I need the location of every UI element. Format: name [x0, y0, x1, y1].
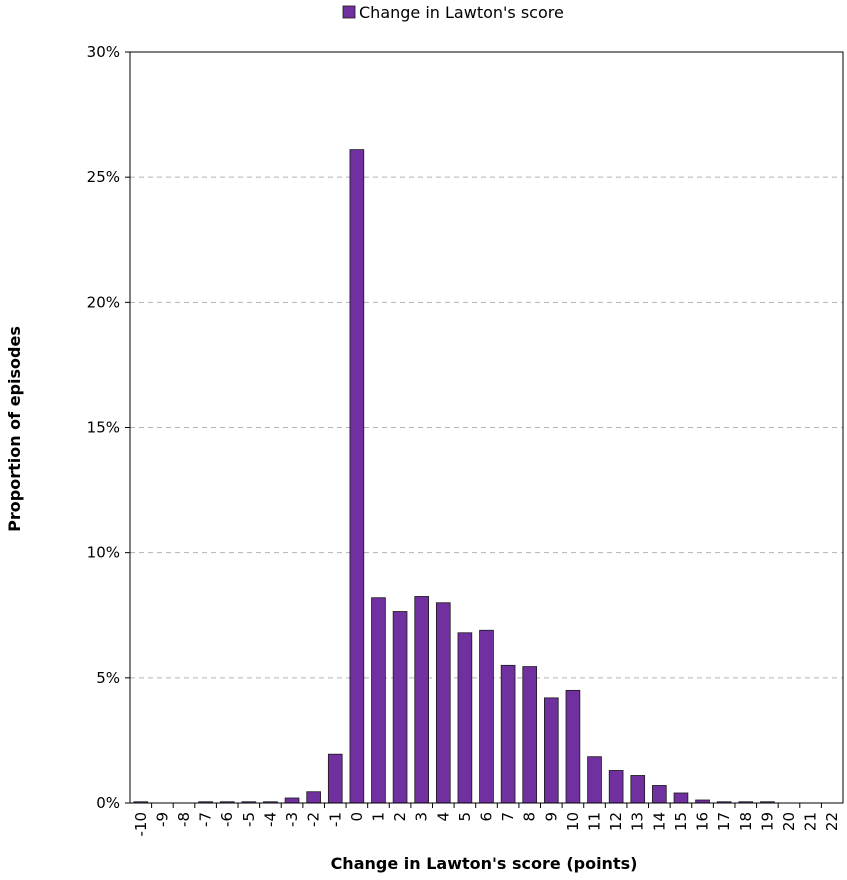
bar: [500, 664, 516, 804]
bar: [608, 770, 624, 804]
bar: [435, 602, 451, 804]
x-tick-label: 7: [499, 812, 517, 822]
y-axis-title: Proportion of episodes: [5, 326, 24, 532]
y-axis-ticks: 0% 5% 10% 15% 20% 25% 30%: [87, 43, 130, 812]
x-tick-label: 3: [413, 812, 431, 822]
gridlines: [130, 176, 843, 679]
x-tick-label: -10: [132, 812, 150, 837]
bar: [392, 611, 408, 804]
bar: [457, 632, 473, 804]
x-tick-label: 4: [434, 812, 452, 822]
x-tick-label: 13: [629, 812, 647, 831]
x-tick-label: 19: [758, 812, 776, 831]
bar: [327, 753, 343, 804]
legend-label: Change in Lawton's score: [359, 3, 564, 22]
x-tick-label: 22: [823, 812, 841, 831]
x-tick-label: 6: [478, 812, 496, 822]
x-tick-label: 9: [542, 812, 560, 822]
x-tick-label: -1: [326, 812, 344, 827]
x-tick-label: -6: [218, 812, 236, 827]
x-tick-label: -9: [153, 812, 171, 827]
y-tick-label: 5%: [96, 669, 120, 687]
x-tick-label: 12: [607, 812, 625, 831]
legend: Change in Lawton's score: [342, 3, 564, 22]
bar: [587, 756, 602, 804]
x-tick-label: 2: [391, 812, 409, 822]
y-tick-label: 15%: [87, 419, 120, 437]
y-tick-label: 25%: [87, 168, 120, 186]
bar: [349, 149, 365, 804]
x-tick-label: 5: [456, 812, 474, 822]
bar: [522, 666, 538, 804]
bar: [652, 785, 667, 804]
x-tick-label: -7: [197, 812, 215, 827]
x-tick-label: 20: [780, 812, 798, 831]
bars: [133, 149, 775, 804]
bar: [673, 792, 689, 804]
x-tick-label: 0: [348, 812, 366, 822]
y-tick-label: 20%: [87, 293, 120, 311]
bar: [371, 597, 386, 804]
bar: [479, 629, 494, 804]
bar: [284, 797, 300, 804]
bar: [544, 697, 559, 804]
bar: [306, 791, 321, 804]
y-tick-label: 10%: [87, 544, 120, 562]
x-tick-label: 21: [802, 812, 820, 831]
x-tick-label: 16: [694, 812, 712, 831]
x-tick-label: 1: [369, 812, 387, 822]
x-axis-ticks: -10 -9 -8 -7 -6 -5 -4 -3 -2 -1 0 1 2 3 4 5 6 7 8 9 10 11 12 13 1…: [132, 803, 841, 837]
x-tick-label: 11: [586, 812, 604, 831]
y-tick-label: 0%: [96, 794, 120, 812]
x-tick-label: 17: [715, 812, 733, 831]
x-tick-label: -2: [305, 812, 323, 827]
bar: [414, 596, 429, 804]
x-tick-label: 18: [737, 812, 755, 831]
x-tick-label: -3: [283, 812, 301, 827]
x-tick-label: 8: [521, 812, 539, 822]
x-tick-label: -5: [240, 812, 258, 827]
x-tick-label: 15: [672, 812, 690, 831]
legend-swatch: [342, 5, 356, 19]
x-tick-label: -4: [261, 812, 279, 827]
x-axis-title: Change in Lawton's score (points): [331, 854, 638, 873]
x-tick-label: 10: [564, 812, 582, 831]
x-tick-label: 14: [650, 812, 668, 831]
x-tick-label: -8: [175, 812, 193, 827]
y-tick-label: 30%: [87, 43, 120, 61]
bar: [630, 775, 646, 804]
bar: [565, 689, 581, 804]
